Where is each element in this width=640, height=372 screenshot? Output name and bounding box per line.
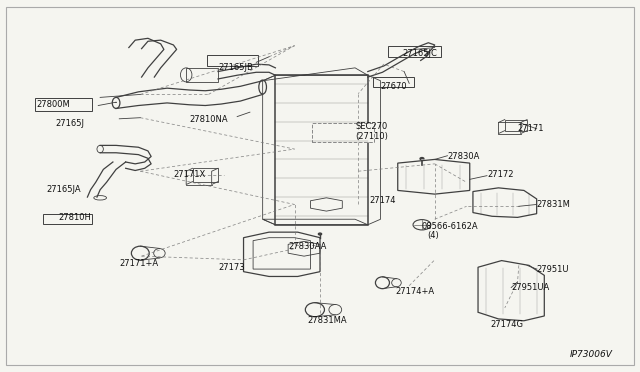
Text: 27171+A: 27171+A [119, 259, 158, 268]
FancyBboxPatch shape [312, 123, 374, 142]
Text: 27810H: 27810H [59, 213, 92, 222]
Text: 27800M: 27800M [36, 100, 70, 109]
Text: 27171X: 27171X [173, 170, 205, 179]
Text: 27174+A: 27174+A [395, 287, 435, 296]
Text: 27165JA: 27165JA [46, 185, 81, 194]
Text: SEC270: SEC270 [355, 122, 387, 131]
Text: 08566-6162A: 08566-6162A [422, 222, 479, 231]
Text: 27171: 27171 [518, 124, 544, 133]
Text: IP73006V: IP73006V [570, 350, 613, 359]
Text: 27830AA: 27830AA [288, 243, 326, 251]
Text: (27110): (27110) [355, 132, 388, 141]
FancyBboxPatch shape [35, 99, 92, 111]
FancyBboxPatch shape [44, 214, 92, 224]
FancyBboxPatch shape [373, 77, 413, 87]
Text: 27174: 27174 [370, 196, 396, 205]
Text: 27172: 27172 [487, 170, 513, 179]
Text: 27174G: 27174G [491, 320, 524, 329]
Ellipse shape [319, 233, 321, 235]
Text: 27165J: 27165J [56, 119, 84, 128]
FancyBboxPatch shape [388, 46, 441, 57]
Text: 27810NA: 27810NA [189, 115, 228, 124]
Text: 27951U: 27951U [537, 264, 569, 273]
Ellipse shape [420, 158, 424, 160]
Text: 27165JB: 27165JB [218, 63, 253, 72]
Text: 27165JC: 27165JC [403, 49, 438, 58]
FancyBboxPatch shape [207, 55, 257, 65]
Text: 27830A: 27830A [447, 152, 480, 161]
Text: 27831MA: 27831MA [307, 316, 347, 325]
Text: 27831M: 27831M [537, 200, 570, 209]
Text: 27173: 27173 [218, 263, 244, 272]
Text: (4): (4) [427, 231, 439, 240]
Text: 27951UA: 27951UA [511, 283, 549, 292]
Text: 27670: 27670 [381, 82, 407, 91]
